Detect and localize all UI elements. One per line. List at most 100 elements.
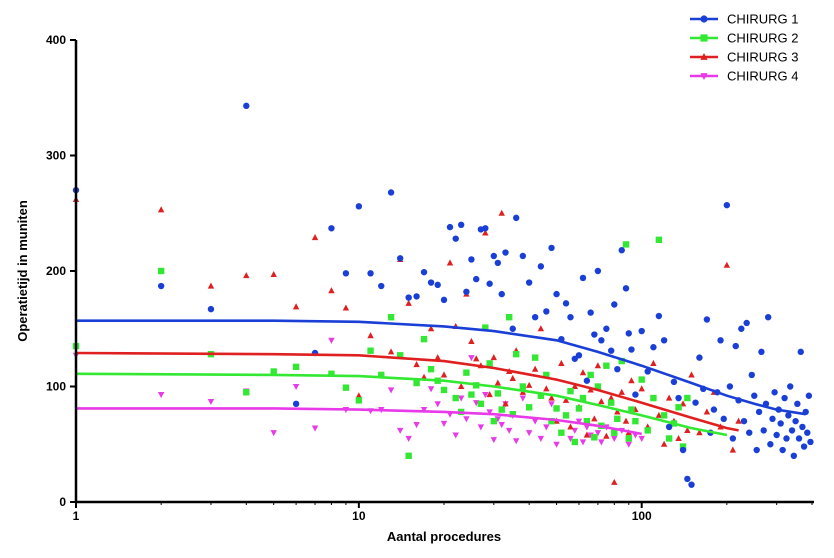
data-point	[490, 437, 498, 444]
data-point	[587, 371, 594, 379]
data-point	[638, 385, 645, 392]
data-point	[779, 446, 786, 454]
data-point	[420, 268, 428, 276]
data-point	[548, 394, 555, 401]
data-point	[427, 279, 435, 286]
data-point	[405, 452, 412, 459]
legend: CHIRURG 1 CHIRURG 2 CHIRURG 3 CHIRURG 4	[690, 12, 799, 84]
data-point	[207, 282, 215, 289]
data-point	[513, 214, 520, 222]
data-point	[543, 371, 550, 379]
data-point	[531, 418, 539, 425]
data-point	[157, 392, 165, 399]
data-point	[498, 406, 505, 413]
data-point	[799, 423, 806, 431]
data-point	[583, 424, 591, 431]
data-point	[771, 389, 778, 396]
legend-marker	[700, 34, 708, 42]
data-point	[607, 399, 615, 406]
data-point	[387, 387, 395, 394]
data-point	[494, 390, 502, 397]
data-point	[665, 394, 673, 401]
fit-curve-1	[76, 319, 806, 416]
data-point	[805, 392, 813, 399]
data-point	[594, 430, 602, 437]
data-point	[396, 255, 404, 262]
data-point	[562, 300, 570, 307]
data-point	[729, 435, 737, 442]
data-point	[543, 424, 550, 431]
data-point	[632, 391, 639, 398]
data-point	[598, 439, 605, 446]
data-point	[355, 397, 363, 404]
data-point	[427, 325, 435, 332]
data-point	[311, 425, 319, 432]
data-point	[482, 229, 489, 236]
data-point	[157, 206, 165, 213]
data-point	[558, 359, 565, 366]
data-point	[502, 400, 509, 407]
data-point	[440, 386, 448, 394]
data-point	[498, 209, 505, 216]
y-tick-label: 0	[59, 495, 66, 509]
data-point	[342, 384, 350, 391]
data-point	[788, 427, 796, 434]
data-point	[243, 389, 250, 396]
data-point	[505, 427, 513, 434]
data-point	[755, 408, 763, 416]
data-point	[509, 411, 516, 418]
data-point	[328, 370, 335, 377]
data-point	[494, 416, 502, 423]
data-point	[644, 427, 651, 434]
data-point	[490, 354, 498, 361]
data-point	[594, 267, 602, 275]
data-point	[463, 416, 470, 423]
data-point	[396, 427, 404, 434]
data-point	[660, 337, 668, 344]
data-point	[328, 225, 335, 232]
data-point	[446, 259, 454, 266]
data-point	[603, 325, 610, 332]
data-point	[650, 394, 657, 402]
data-point	[490, 417, 498, 425]
data-point	[729, 446, 737, 453]
data-point	[628, 406, 635, 413]
data-point	[490, 252, 498, 260]
y-tick-label: 100	[46, 380, 66, 394]
data-point	[452, 394, 459, 402]
data-point	[785, 412, 792, 419]
data-point	[413, 293, 420, 300]
fit-curve-2	[75, 372, 728, 437]
data-point	[571, 438, 578, 446]
data-point	[591, 415, 598, 422]
data-point	[502, 249, 509, 256]
plot-area	[72, 102, 814, 488]
data-point	[655, 312, 663, 320]
data-point	[760, 427, 767, 434]
data-point	[611, 435, 618, 442]
data-point	[498, 290, 505, 298]
data-point	[562, 412, 570, 419]
data-point	[405, 435, 412, 442]
data-point	[611, 429, 618, 436]
data-point	[525, 430, 533, 437]
data-point	[790, 452, 798, 459]
data-point	[723, 261, 731, 268]
data-point	[618, 247, 625, 254]
data-point	[675, 404, 682, 411]
data-point	[486, 409, 493, 416]
data-point	[452, 432, 459, 439]
data-point	[328, 287, 335, 294]
data-point	[509, 374, 516, 381]
data-point	[625, 435, 632, 442]
data-point	[342, 270, 350, 277]
data-point	[688, 481, 695, 488]
data-point	[562, 396, 570, 403]
data-point	[548, 417, 555, 425]
legend-item-1: CHIRURG 1	[690, 12, 799, 27]
data-point	[594, 383, 602, 390]
data-point	[603, 362, 610, 369]
data-point	[519, 395, 527, 402]
data-point	[638, 435, 645, 442]
data-point	[292, 383, 300, 391]
